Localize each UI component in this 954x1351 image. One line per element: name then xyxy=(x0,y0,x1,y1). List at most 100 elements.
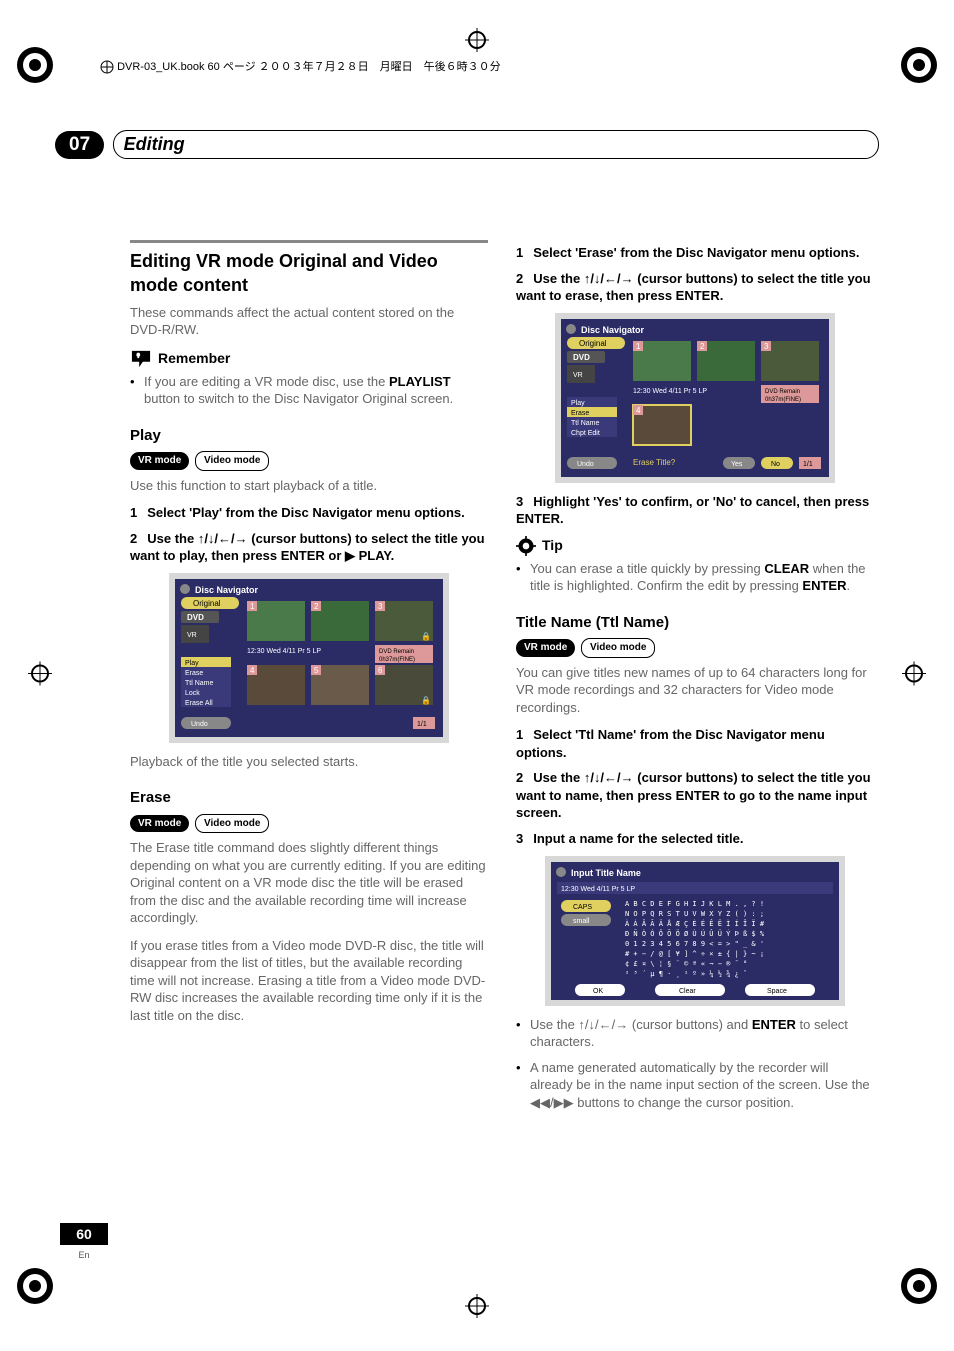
input-title-name-screenshot: Input Title Name 12:30 Wed 4/11 Pr 5 LP … xyxy=(545,856,845,1006)
svg-text:Clear: Clear xyxy=(679,988,696,995)
svg-text:2: 2 xyxy=(314,602,319,611)
svg-text:Erase: Erase xyxy=(185,670,203,677)
svg-text:No: No xyxy=(771,461,780,468)
svg-text:N O P Q R S T U V W X Y Z ( ): N O P Q R S T U V W X Y Z ( ) : ; xyxy=(625,910,764,918)
play-desc: Use this function to start playback of a… xyxy=(130,477,488,495)
disc-navigator-erase-screenshot: Disc Navigator Original DVD VR 1 2 3 12:… xyxy=(555,313,835,483)
mode-badges: VR mode Video mode xyxy=(516,637,874,658)
vr-mode-badge: VR mode xyxy=(130,815,189,833)
svg-text:² ³ ´ µ ¶ · ¸ ¹ º » ¼ ½ ¾ ¿ ˇ: ² ³ ´ µ ¶ · ¸ ¹ º » ¼ ½ ¾ ¿ ˇ xyxy=(625,970,747,978)
svg-text:DVD: DVD xyxy=(187,613,204,622)
step: 2Use the ↑/↓/←/→ (cursor buttons) to sel… xyxy=(516,270,874,305)
svg-text:Ttl Name: Ttl Name xyxy=(571,420,600,427)
svg-text:12:30 Wed 4/11 Pr 5 LP: 12:30 Wed 4/11 Pr 5 LP xyxy=(561,886,635,893)
svg-text:0h37m(FINE): 0h37m(FINE) xyxy=(765,397,801,403)
svg-text:Erase All: Erase All xyxy=(185,700,213,707)
video-mode-badge: Video mode xyxy=(195,814,270,834)
book-header-line: DVR-03_UK.book 60 ページ ２００３年７月２８日 月曜日 午後６… xyxy=(100,58,501,74)
svg-text:Ttl Name: Ttl Name xyxy=(185,680,214,687)
crop-mark-icon xyxy=(465,28,489,57)
svg-text:Space: Space xyxy=(767,988,787,995)
book-header-text: DVR-03_UK.book 60 ページ ２００３年７月２８日 月曜日 午後６… xyxy=(117,61,501,73)
content-columns: Editing VR mode Original and Video mode … xyxy=(130,240,874,1241)
svg-text:Disc Navigator: Disc Navigator xyxy=(581,325,645,335)
svg-text:0 1 2 3 4 5 6 7 8 9 < = > " _: 0 1 2 3 4 5 6 7 8 9 < = > " _ & ' xyxy=(625,940,764,948)
svg-text:Undo: Undo xyxy=(191,721,208,728)
svg-text:Erase Title?: Erase Title? xyxy=(633,458,676,467)
svg-text:Original: Original xyxy=(193,599,221,608)
remember-callout: Remember xyxy=(130,349,488,369)
svg-text:# + − / @ [ ¥ ] ^ ÷ × ± { | }: # + − / @ [ ¥ ] ^ ÷ × ± { | } ~ ¡ xyxy=(625,950,764,958)
tip-label: Tip xyxy=(542,536,563,555)
step: 2Use the ↑/↓/←/→ (cursor buttons) to sel… xyxy=(130,530,488,565)
svg-text:Chpt Edit: Chpt Edit xyxy=(571,430,600,437)
step: 3Highlight 'Yes' to confirm, or 'No' to … xyxy=(516,493,874,528)
ttl-desc: You can give titles new names of up to 6… xyxy=(516,664,874,717)
svg-text:À Á Â Ã Ä Å Æ Ç È É Ê Ë Ì Í Î: À Á Â Ã Ä Å Æ Ç È É Ê Ë Ì Í Î Ï # xyxy=(625,919,765,928)
step: 1Select 'Ttl Name' from the Disc Navigat… xyxy=(516,726,874,761)
svg-text:VR: VR xyxy=(573,372,583,379)
page: DVR-03_UK.book 60 ページ ２００３年７月２８日 月曜日 午後６… xyxy=(0,0,954,1351)
svg-text:4: 4 xyxy=(636,406,641,415)
svg-text:A B C D E F G H I J K L M . ,: A B C D E F G H I J K L M . , ? ! xyxy=(625,900,764,908)
svg-text:1/1: 1/1 xyxy=(417,721,427,728)
svg-text:Play: Play xyxy=(185,660,199,667)
svg-text:DVD Remain: DVD Remain xyxy=(765,389,800,395)
svg-text:3: 3 xyxy=(378,602,383,611)
step: 1Select 'Play' from the Disc Navigator m… xyxy=(130,504,488,522)
disc-navigator-screenshot: Disc Navigator Original DVD VR 1 2 3 🔒 1… xyxy=(169,573,449,743)
chapter-title-pill: Editing xyxy=(113,130,879,159)
speech-bubble-icon xyxy=(130,349,152,369)
video-mode-badge: Video mode xyxy=(581,638,656,658)
play-heading: Play xyxy=(130,426,488,446)
crop-mark-icon xyxy=(902,661,926,690)
step: 1Select 'Erase' from the Disc Navigator … xyxy=(516,244,874,262)
ttlname-heading: Title Name (Ttl Name) xyxy=(516,613,874,633)
svg-text:Original: Original xyxy=(579,339,607,348)
page-language: En xyxy=(78,1250,89,1260)
svg-text:1: 1 xyxy=(636,342,641,351)
intro-text: These commands affect the actual content… xyxy=(130,304,488,339)
tip-bullet: You can erase a title quickly by pressin… xyxy=(516,560,874,595)
svg-text:12:30 Wed 4/11 Pr 5 LP: 12:30 Wed 4/11 Pr 5 LP xyxy=(247,648,321,655)
erase-p1: The Erase title command does slightly di… xyxy=(130,839,488,927)
ttl-bullet: Use the ↑/↓/←/→ (cursor buttons) and ENT… xyxy=(516,1016,874,1051)
erase-p2: If you erase titles from a Video mode DV… xyxy=(130,937,488,1025)
video-mode-badge: Video mode xyxy=(195,451,270,471)
svg-text:6: 6 xyxy=(378,666,383,675)
svg-text:CAPS: CAPS xyxy=(573,904,592,911)
chapter-number: 07 xyxy=(55,131,104,159)
gear-icon xyxy=(516,536,536,556)
erase-heading: Erase xyxy=(130,788,488,808)
play-after: Playback of the title you selected start… xyxy=(130,753,488,771)
svg-text:Play: Play xyxy=(571,400,585,407)
remember-bullet: If you are editing a VR mode disc, use t… xyxy=(130,373,488,408)
crop-mark-icon xyxy=(28,661,52,690)
svg-text:Yes: Yes xyxy=(731,461,743,468)
svg-text:Input Title Name: Input Title Name xyxy=(571,868,641,878)
chapter-bar: 07 Editing xyxy=(55,130,899,158)
svg-text:1/1: 1/1 xyxy=(803,461,813,468)
step: 3Input a name for the selected title. xyxy=(516,830,874,848)
svg-text:OK: OK xyxy=(593,988,603,995)
svg-text:4: 4 xyxy=(250,666,255,675)
svg-text:12:30 Wed 4/11 Pr 5 LP: 12:30 Wed 4/11 Pr 5 LP xyxy=(633,388,707,395)
vr-mode-badge: VR mode xyxy=(130,452,189,470)
svg-text:3: 3 xyxy=(764,342,769,351)
crop-mark-icon xyxy=(465,1294,489,1323)
tip-callout: Tip xyxy=(516,536,874,556)
svg-text:DVD Remain: DVD Remain xyxy=(379,649,414,655)
section-heading: Editing VR mode Original and Video mode … xyxy=(130,240,488,298)
crop-mark-icon xyxy=(10,40,60,90)
vr-mode-badge: VR mode xyxy=(516,639,575,657)
svg-text:DVD: DVD xyxy=(573,353,590,362)
svg-text:Ð Ñ Ò Ó Ô Õ Ö Ø Ù Ú Û Ü Ý Þ ß: Ð Ñ Ò Ó Ô Õ Ö Ø Ù Ú Û Ü Ý Þ ß $ % xyxy=(625,929,765,938)
crop-mark-icon xyxy=(894,40,944,90)
svg-text:Disc Navigator: Disc Navigator xyxy=(195,585,259,595)
svg-text:🔒: 🔒 xyxy=(421,696,431,705)
step: 2Use the ↑/↓/←/→ (cursor buttons) to sel… xyxy=(516,769,874,822)
chapter-title: Editing xyxy=(124,134,185,154)
svg-text:small: small xyxy=(573,918,590,925)
mode-badges: VR mode Video mode xyxy=(130,450,488,471)
svg-text:Erase: Erase xyxy=(571,410,589,417)
